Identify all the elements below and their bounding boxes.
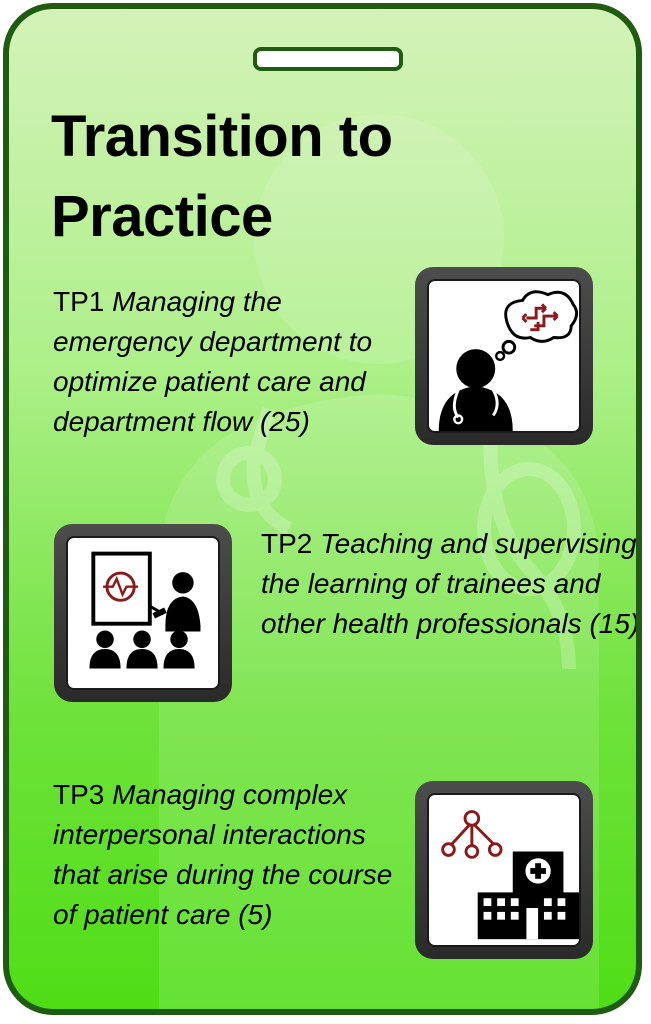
badge-slot bbox=[253, 47, 403, 71]
item-code: TP3 bbox=[53, 779, 105, 810]
page-title: Transition to Practice bbox=[51, 97, 393, 257]
tp3-icon-frame bbox=[415, 781, 593, 959]
list-item-tp1: TP1 Managing the emergency department to… bbox=[53, 282, 413, 442]
list-item-tp2: TP2 Teaching and supervising the learnin… bbox=[261, 524, 640, 644]
tp2-icon-frame bbox=[54, 524, 232, 702]
item-code: TP2 bbox=[261, 528, 313, 559]
item-description: Teaching and supervising the learning of… bbox=[261, 528, 637, 639]
hospital-network-icon bbox=[441, 810, 579, 940]
item-description: Managing complex interpersonal interacti… bbox=[53, 779, 393, 930]
transition-to-practice-card: Transition to Practice TP1 Managing the … bbox=[3, 3, 642, 1015]
title-line-2: Practice bbox=[51, 184, 273, 249]
item-code: TP1 bbox=[53, 286, 105, 317]
tp1-icon-frame bbox=[415, 267, 593, 445]
item-description: Managing the emergency department to opt… bbox=[53, 286, 373, 437]
item-count: (5) bbox=[238, 899, 273, 930]
teaching-presentation-icon bbox=[89, 551, 201, 669]
title-line-1: Transition to bbox=[51, 104, 393, 169]
item-count: (15) bbox=[589, 608, 640, 639]
list-item-tp3: TP3 Managing complex interpersonal inter… bbox=[53, 775, 408, 935]
item-count: (25) bbox=[260, 406, 310, 437]
doctor-thinking-flow-icon bbox=[438, 290, 579, 431]
